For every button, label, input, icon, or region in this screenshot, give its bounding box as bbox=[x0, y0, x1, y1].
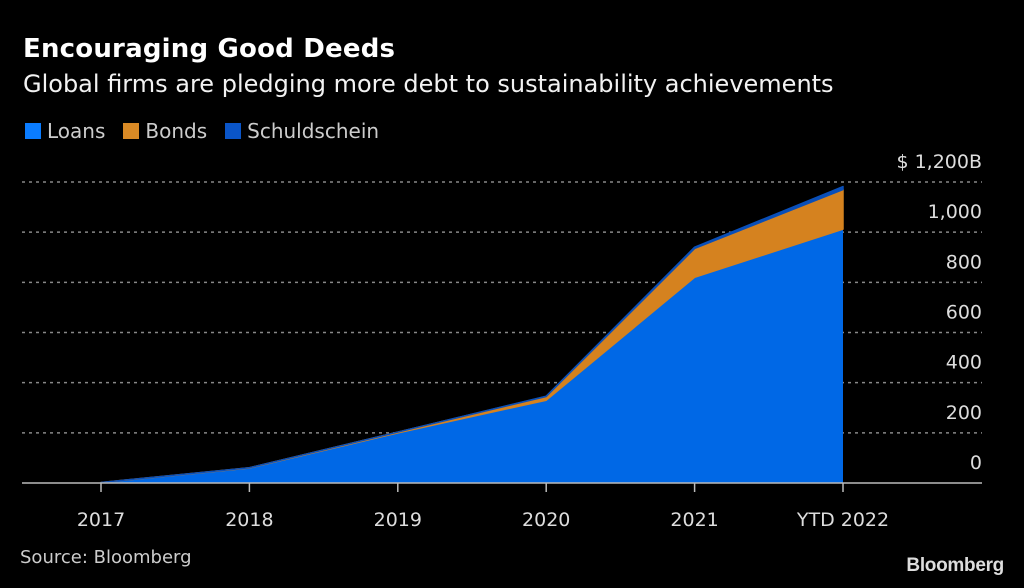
legend: Loans Bonds Schuldschein bbox=[25, 119, 379, 143]
area-loans bbox=[101, 229, 843, 483]
x-tick-label: 2017 bbox=[77, 509, 125, 531]
x-tick-label: 2020 bbox=[522, 509, 570, 531]
source-note: Source: Bloomberg bbox=[20, 547, 192, 568]
chart-title: Encouraging Good Deeds bbox=[23, 34, 396, 64]
y-tick-label: 1,000 bbox=[928, 201, 982, 223]
y-tick-label: $ 1,200B bbox=[896, 151, 982, 173]
y-tick-label: 0 bbox=[970, 452, 982, 474]
legend-swatch-schuldschein bbox=[225, 123, 242, 139]
x-tick-label: 2018 bbox=[225, 509, 273, 531]
legend-item-loans: Loans bbox=[25, 119, 105, 143]
y-tick-label: 400 bbox=[946, 352, 982, 374]
x-tick-label: 2019 bbox=[374, 509, 422, 531]
legend-label-bonds: Bonds bbox=[145, 119, 208, 143]
legend-label-schuldschein: Schuldschein bbox=[247, 119, 380, 143]
x-tick-label: YTD 2022 bbox=[796, 509, 889, 531]
legend-swatch-bonds bbox=[123, 123, 140, 139]
legend-label-loans: Loans bbox=[47, 119, 106, 143]
legend-item-schuldschein: Schuldschein bbox=[225, 119, 379, 143]
y-tick-label: 600 bbox=[946, 302, 982, 324]
bloomberg-logo: Bloomberg bbox=[906, 555, 1004, 576]
area-schuldschein bbox=[100, 185, 844, 484]
y-tick-label: 800 bbox=[946, 251, 982, 273]
legend-swatch-loans bbox=[25, 123, 41, 139]
legend-item-bonds: Bonds bbox=[123, 119, 207, 143]
chart-subtitle: Global firms are pledging more debt to s… bbox=[23, 70, 834, 98]
x-tick-label: 2021 bbox=[670, 509, 718, 531]
y-tick-label: 200 bbox=[946, 402, 982, 424]
